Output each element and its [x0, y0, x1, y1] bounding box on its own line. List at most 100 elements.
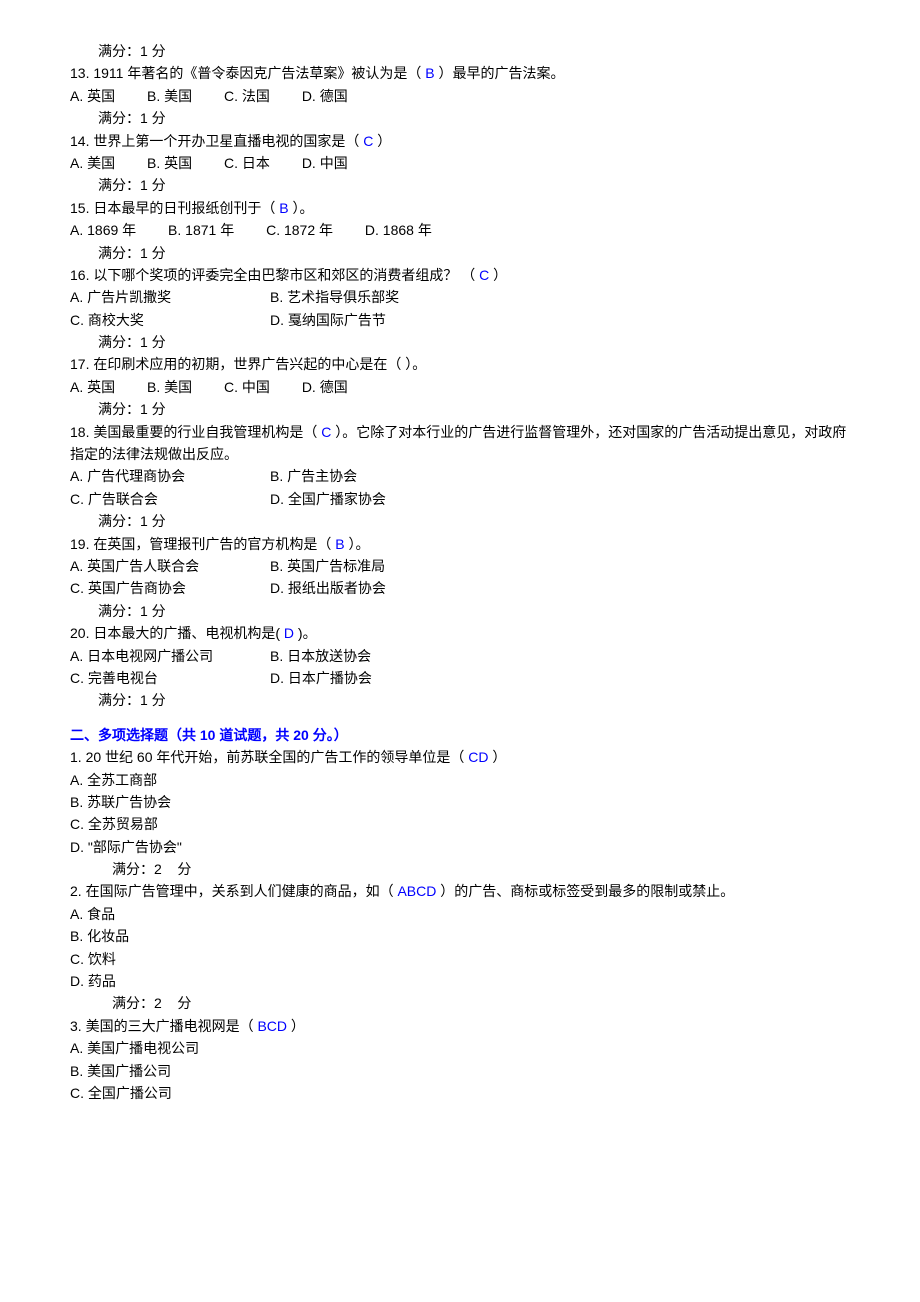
q20-opt-a: A. 日本电视网广播公司 — [70, 645, 270, 667]
q14-opt-c: C. 日本 — [224, 155, 270, 171]
q19-opt-c: C. 英国广告商协会 — [70, 577, 270, 599]
mq1-text-post: ） — [489, 749, 507, 765]
mq2-opt-a: A. 食品 — [70, 903, 850, 925]
mq1-opt-d: D. "部际广告协会" — [70, 836, 850, 858]
score-line-2: 满分：2 分 — [112, 858, 850, 880]
q16-options: A. 广告片凯撒奖 B. 艺术指导俱乐部奖 — [70, 286, 850, 308]
mq1-opt-c: C. 全苏贸易部 — [70, 813, 850, 835]
mq3-text-post: ） — [287, 1018, 305, 1034]
q15-opt-a: A. 1869 年 — [70, 222, 136, 238]
question-14: 14. 世界上第一个开办卫星直播电视的国家是（ C ） — [70, 130, 850, 152]
q18-text-pre: 18. 美国最重要的行业自我管理机构是（ — [70, 424, 321, 440]
q16-opt-d: D. 戛纳国际广告节 — [270, 309, 470, 331]
score-line: 满分：1 分 — [98, 510, 850, 532]
question-19: 19. 在英国，管理报刊广告的官方机构是（ B ）。 — [70, 533, 850, 555]
q15-text-post: ）。 — [289, 200, 314, 216]
q19-text-pre: 19. 在英国，管理报刊广告的官方机构是（ — [70, 536, 335, 552]
q20-opt-c: C. 完善电视台 — [70, 667, 270, 689]
score-line-2: 满分：2 分 — [112, 992, 850, 1014]
q17-opt-c: C. 中国 — [224, 379, 270, 395]
q16-text-pre: 16. 以下哪个奖项的评委完全由巴黎市区和郊区的消费者组成？ （ — [70, 267, 479, 283]
mq2-text-pre: 2. 在国际广告管理中，关系到人们健康的商品，如（ — [70, 883, 397, 899]
mq2-answer: ABCD — [397, 883, 436, 899]
score-2-suf: 分 — [177, 861, 191, 877]
q13-opt-c: C. 法国 — [224, 88, 270, 104]
q15-opt-d: D. 1868 年 — [365, 222, 432, 238]
mq3-options: A. 美国广播电视公司 B. 美国广播公司 C. 全国广播公司 — [70, 1037, 850, 1104]
q18-options: A. 广告代理商协会 B. 广告主协会 — [70, 465, 850, 487]
q20-options: A. 日本电视网广播公司 B. 日本放送协会 — [70, 645, 850, 667]
mq2-opt-c: C. 饮料 — [70, 948, 850, 970]
q17-opt-b: B. 美国 — [147, 379, 192, 395]
mq1-answer: CD — [468, 749, 488, 765]
mq1-text-pre: 1. 20 世纪 60 年代开始，前苏联全国的广告工作的领导单位是（ — [70, 749, 468, 765]
mq2-opt-d: D. 药品 — [70, 970, 850, 992]
q15-text-pre: 15. 日本最早的日刊报纸创刊于（ — [70, 200, 279, 216]
q19-opt-b: B. 英国广告标准局 — [270, 555, 470, 577]
q14-opt-d: D. 中国 — [302, 155, 348, 171]
score-line: 满分：1 分 — [98, 107, 850, 129]
q20-options-row2: C. 完善电视台 D. 日本广播协会 — [70, 667, 850, 689]
q20-opt-d: D. 日本广播协会 — [270, 667, 470, 689]
score-2-pre: 满分：2 — [112, 861, 162, 877]
q18-opt-c: C. 广告联合会 — [70, 488, 270, 510]
question-20: 20. 日本最大的广播、电视机构是( D )。 — [70, 622, 850, 644]
q14-opt-a: A. 美国 — [70, 155, 115, 171]
q19-text-post: ）。 — [345, 536, 370, 552]
question-13: 13. 1911 年著名的《普令泰因克广告法草案》被认为是（ B ）最早的广告法… — [70, 62, 850, 84]
q20-text-pre: 20. 日本最大的广播、电视机构是( — [70, 625, 284, 641]
mq3-opt-b: B. 美国广播公司 — [70, 1060, 850, 1082]
q18-opt-d: D. 全国广播家协会 — [270, 488, 470, 510]
mq3-opt-a: A. 美国广播电视公司 — [70, 1037, 850, 1059]
score-2-suf: 分 — [177, 995, 191, 1011]
question-17: 17. 在印刷术应用的初期，世界广告兴起的中心是在（ ）。 — [70, 353, 850, 375]
q13-opt-b: B. 美国 — [147, 88, 192, 104]
mq3-text-pre: 3. 美国的三大广播电视网是（ — [70, 1018, 257, 1034]
q14-options: A. 美国 B. 英国 C. 日本 D. 中国 — [70, 152, 850, 174]
mq1-opt-b: B. 苏联广告协会 — [70, 791, 850, 813]
q16-opt-a: A. 广告片凯撒奖 — [70, 286, 270, 308]
question-18: 18. 美国最重要的行业自我管理机构是（ C ）。它除了对本行业的广告进行监督管… — [70, 421, 850, 466]
mq2-options: A. 食品 B. 化妆品 C. 饮料 D. 药品 — [70, 903, 850, 993]
score-line: 满分：1 分 — [98, 174, 850, 196]
q13-answer: B — [425, 65, 434, 81]
q18-options-row2: C. 广告联合会 D. 全国广播家协会 — [70, 488, 850, 510]
mq3-answer: BCD — [257, 1018, 287, 1034]
q16-opt-c: C. 商校大奖 — [70, 309, 270, 331]
q16-text-post: ） — [489, 267, 507, 283]
q14-text-pre: 14. 世界上第一个开办卫星直播电视的国家是（ — [70, 133, 363, 149]
score-line: 满分：1 分 — [98, 331, 850, 353]
q16-answer: C — [479, 267, 489, 283]
q14-opt-b: B. 英国 — [147, 155, 192, 171]
q20-text-post: )。 — [294, 625, 317, 641]
q17-options: A. 英国 B. 美国 C. 中国 D. 德国 — [70, 376, 850, 398]
q17-opt-a: A. 英国 — [70, 379, 115, 395]
q14-text-post: ） — [373, 133, 391, 149]
q16-options-row2: C. 商校大奖 D. 戛纳国际广告节 — [70, 309, 850, 331]
q15-answer: B — [279, 200, 288, 216]
q19-options: A. 英国广告人联合会 B. 英国广告标准局 — [70, 555, 850, 577]
question-16: 16. 以下哪个奖项的评委完全由巴黎市区和郊区的消费者组成？ （ C ） — [70, 264, 850, 286]
q19-opt-d: D. 报纸出版者协会 — [270, 577, 470, 599]
mq3-opt-c: C. 全国广播公司 — [70, 1082, 850, 1104]
q20-opt-b: B. 日本放送协会 — [270, 645, 470, 667]
q13-text-pre: 13. 1911 年著名的《普令泰因克广告法草案》被认为是（ — [70, 65, 425, 81]
score-line: 满分：1 分 — [98, 689, 850, 711]
multi-question-2: 2. 在国际广告管理中，关系到人们健康的商品，如（ ABCD ）的广告、商标或标… — [70, 880, 850, 902]
q13-options: A. 英国 B. 美国 C. 法国 D. 德国 — [70, 85, 850, 107]
multi-question-1: 1. 20 世纪 60 年代开始，前苏联全国的广告工作的领导单位是（ CD ） — [70, 746, 850, 768]
score-line: 满分：1 分 — [98, 600, 850, 622]
q13-text-post: ）最早的广告法案。 — [435, 65, 565, 81]
q15-opt-c: C. 1872 年 — [266, 222, 333, 238]
q13-opt-a: A. 英国 — [70, 88, 115, 104]
score-line: 满分：1 分 — [98, 398, 850, 420]
q19-answer: B — [335, 536, 344, 552]
mq2-opt-b: B. 化妆品 — [70, 925, 850, 947]
mq1-options: A. 全苏工商部 B. 苏联广告协会 C. 全苏贸易部 D. "部际广告协会" — [70, 769, 850, 859]
section-2-title: 二、多项选择题（共 10 道试题，共 20 分。） — [70, 724, 850, 746]
q17-opt-d: D. 德国 — [302, 379, 348, 395]
score-2-pre: 满分：2 — [112, 995, 162, 1011]
score-line: 满分：1 分 — [98, 242, 850, 264]
q18-answer: C — [321, 424, 335, 440]
q19-options-row2: C. 英国广告商协会 D. 报纸出版者协会 — [70, 577, 850, 599]
